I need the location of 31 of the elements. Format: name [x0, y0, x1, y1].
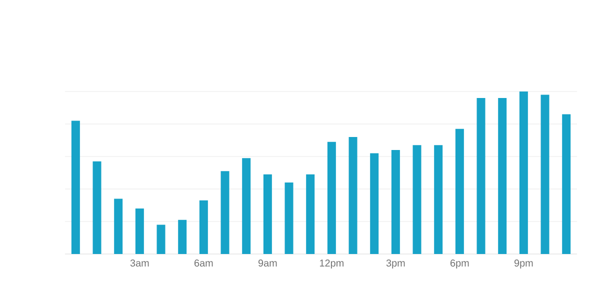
bar: [370, 153, 379, 254]
x-tick-label: 9am: [258, 260, 277, 267]
x-tick-label: 12pm: [320, 260, 344, 269]
bar: [242, 158, 251, 254]
bar: [476, 98, 486, 254]
bar: [434, 145, 443, 254]
bar: [199, 200, 208, 254]
x-tick-label: 6am: [194, 260, 213, 267]
bar: [562, 114, 571, 254]
bar: [498, 98, 507, 254]
bar: [412, 145, 422, 254]
bar: [391, 150, 400, 254]
bar: [284, 182, 294, 254]
bar: [327, 142, 336, 254]
bar: [540, 94, 550, 254]
bar: [156, 224, 166, 254]
bar: [220, 171, 230, 254]
x-tick-label: 9pm: [514, 260, 533, 269]
bar: [455, 128, 464, 254]
bar: [114, 198, 123, 254]
x-tick-label: 3pm: [386, 260, 405, 269]
bar: [263, 174, 272, 254]
x-tick-label: 3am: [130, 260, 149, 267]
bar: [135, 208, 144, 254]
bar: [348, 136, 358, 254]
bar: [306, 174, 315, 254]
bar: [71, 120, 80, 254]
bar: [92, 161, 102, 254]
bar: [519, 91, 528, 254]
x-tick-label: 6pm: [450, 260, 469, 269]
bar: [178, 220, 187, 254]
